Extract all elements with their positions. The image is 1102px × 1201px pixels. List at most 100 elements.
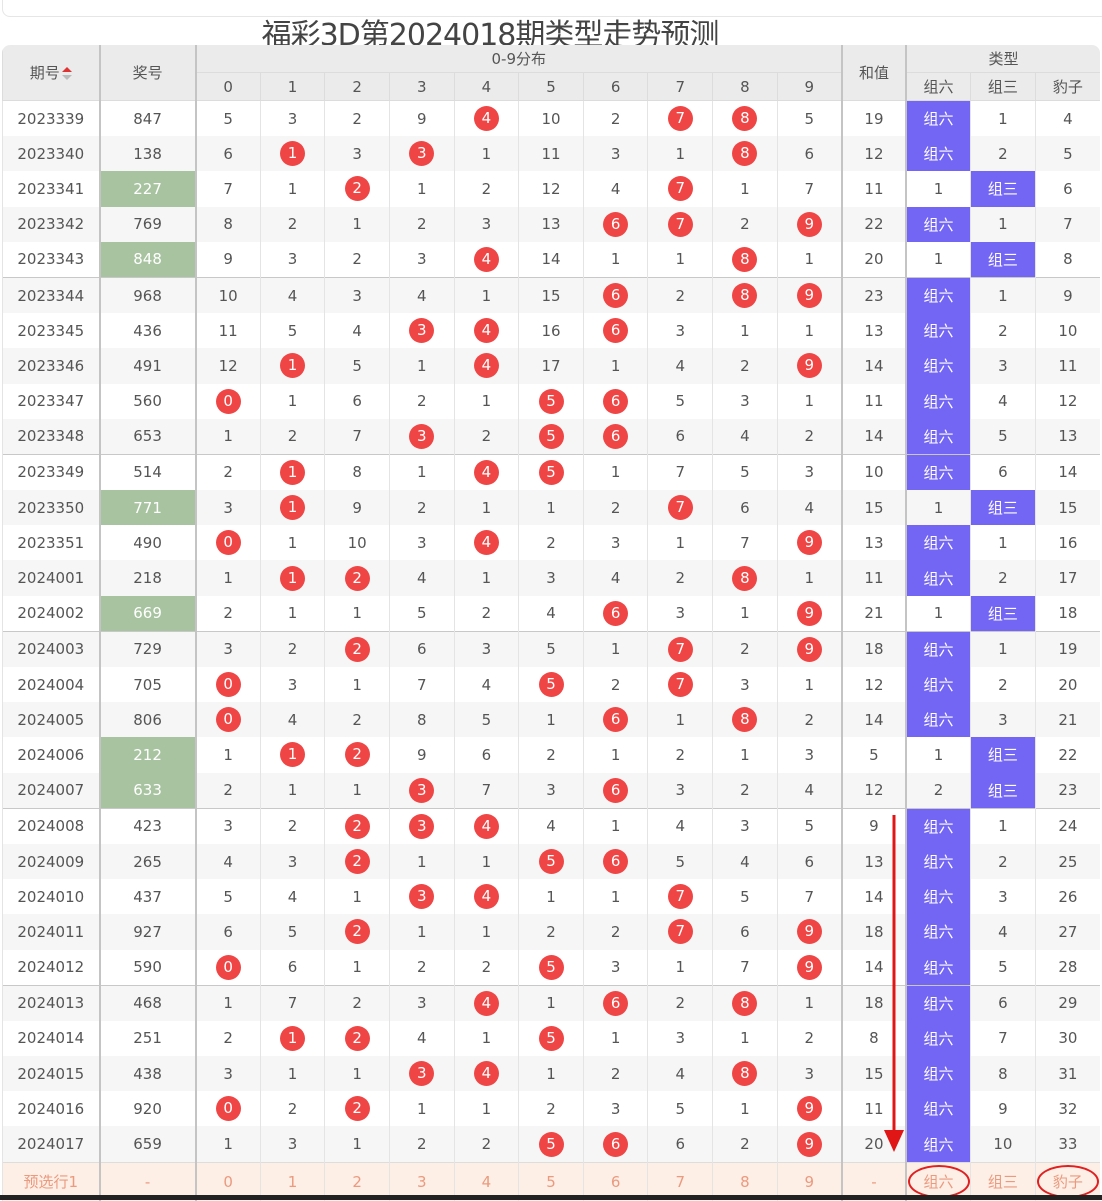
digit-cell-1: 2 — [259, 206, 325, 242]
sum-cell: 21 — [840, 595, 906, 632]
digit-cell-3: 2 — [388, 949, 455, 986]
preselect-digit-0[interactable]: 0 — [194, 1161, 261, 1201]
preselect-type-1[interactable]: 组三 — [970, 1161, 1036, 1201]
digit-cell-7: 7 — [647, 667, 713, 703]
preselect-digit-1[interactable]: 1 — [259, 1161, 325, 1201]
sum-cell: 20 — [840, 241, 906, 278]
preselect-type-2[interactable]: 豹子 — [1034, 1161, 1100, 1201]
digit-cell-7: 4 — [647, 348, 713, 384]
preselect-type-0[interactable]: 组六 — [904, 1161, 971, 1201]
digit-cell-0: 2 — [194, 772, 261, 809]
digit-cell-2: 1 — [324, 1126, 390, 1163]
digit-cell-2: 10 — [324, 525, 390, 561]
period-label: 期号 — [29, 64, 60, 82]
digit-cell-9: 2 — [776, 418, 842, 455]
preselect-digit-9[interactable]: 9 — [776, 1161, 842, 1201]
digit-cell-3: 3 — [388, 772, 455, 809]
type-cell-0: 组六 — [904, 348, 971, 384]
digit-cell-6: 2 — [582, 490, 648, 526]
digit-header-5: 5 — [518, 72, 584, 101]
digit-cell-3: 1 — [388, 348, 455, 384]
prize-cell: 927 — [98, 914, 196, 950]
digit-cell-1: 4 — [259, 702, 325, 738]
type-cell-2: 7 — [1034, 206, 1100, 242]
digit-cell-6: 3 — [582, 525, 648, 561]
preselect-digit-8[interactable]: 8 — [712, 1161, 778, 1201]
prize-cell: 633 — [98, 772, 196, 809]
period-cell: 2024006 — [2, 737, 100, 773]
type-cell-2: 21 — [1034, 702, 1100, 738]
digit-cell-9: 6 — [776, 843, 842, 880]
digit-header-7: 7 — [647, 72, 713, 101]
preselect-sum: - — [840, 1161, 906, 1201]
hit-ball: 5 — [538, 459, 564, 485]
digit-cell-5: 5 — [518, 630, 584, 667]
digit-cell-4: 1 — [453, 843, 519, 880]
hit-ball: 7 — [667, 176, 693, 202]
digit-cell-4: 4 — [453, 100, 519, 137]
digit-cell-1: 1 — [259, 490, 325, 526]
digit-cell-2: 2 — [324, 560, 390, 596]
prize-cell: 968 — [98, 276, 196, 314]
sum-cell: 14 — [840, 949, 906, 986]
digit-cell-0: 10 — [194, 276, 261, 314]
digit-cell-1: 7 — [259, 984, 325, 1021]
type-cell-0: 组六 — [904, 949, 971, 986]
digit-cell-2: 2 — [324, 100, 390, 137]
preselect-digit-6[interactable]: 6 — [582, 1161, 648, 1201]
period-cell: 2023349 — [2, 453, 100, 491]
preselect-digit-4[interactable]: 4 — [453, 1161, 519, 1201]
hit-ball: 0 — [215, 954, 241, 980]
digit-cell-3: 3 — [388, 136, 455, 172]
digit-cell-0: 6 — [194, 914, 261, 950]
digit-cell-8: 3 — [712, 807, 778, 844]
digit-cell-6: 3 — [582, 949, 648, 986]
type-cell-2: 8 — [1034, 241, 1100, 278]
prize-cell: 265 — [98, 843, 196, 880]
digit-cell-3: 3 — [388, 313, 455, 349]
digit-cell-2: 2 — [324, 241, 390, 278]
digit-cell-7: 5 — [647, 383, 713, 419]
type-cell-0: 组六 — [904, 1020, 971, 1057]
preselect-digit-3[interactable]: 3 — [388, 1161, 455, 1201]
sort-icon[interactable] — [61, 66, 72, 81]
type-cell-1: 1 — [970, 100, 1036, 137]
circled-type: 豹子 — [1036, 1165, 1099, 1199]
period-cell: 2023342 — [2, 206, 100, 242]
type-cell-1: 3 — [970, 879, 1036, 915]
digit-cell-9: 7 — [776, 879, 842, 915]
hit-ball: 0 — [215, 1096, 241, 1122]
column-header-period[interactable]: 期号 — [2, 45, 100, 101]
digit-cell-1: 6 — [259, 949, 325, 986]
preselect-digit-2[interactable]: 2 — [324, 1161, 390, 1201]
preselect-digit-5[interactable]: 5 — [518, 1161, 584, 1201]
hit-ball: 2 — [344, 176, 370, 202]
bottom-bar — [0, 1195, 1102, 1200]
table-row: 2024001 218 1 1 2 4 1 3 4 2 8 1 11 组六 2 17 — [2, 560, 1100, 596]
period-cell: 2024002 — [2, 595, 100, 632]
hit-ball: 8 — [732, 1061, 758, 1087]
hit-ball: 4 — [473, 459, 499, 485]
digit-cell-3: 3 — [388, 807, 455, 844]
type-cell-1: 2 — [970, 313, 1036, 349]
type-cell-1: 1 — [970, 206, 1036, 242]
hit-ball: 0 — [215, 530, 241, 556]
hit-ball: 5 — [538, 672, 564, 698]
table-row: 2024013 468 1 7 2 3 4 1 6 2 8 1 18 组六 6 29 — [2, 984, 1100, 1021]
digit-cell-5: 3 — [518, 772, 584, 809]
prize-cell: 847 — [98, 100, 196, 137]
digit-cell-7: 1 — [647, 702, 713, 738]
period-cell: 2024008 — [2, 807, 100, 844]
hit-ball: 9 — [796, 353, 822, 379]
type-header-0: 组六 — [904, 72, 971, 101]
type-cell-2: 22 — [1034, 737, 1100, 773]
preselect-digit-7[interactable]: 7 — [647, 1161, 713, 1201]
digit-cell-3: 2 — [388, 490, 455, 526]
type-cell-0: 组六 — [904, 1056, 971, 1092]
digit-cell-5: 4 — [518, 595, 584, 632]
digit-cell-6: 1 — [582, 630, 648, 667]
type-cell-1: 组三 — [970, 737, 1036, 773]
hit-ball: 9 — [796, 636, 822, 662]
type-cell-0: 1 — [904, 595, 971, 632]
prize-cell: 218 — [98, 560, 196, 596]
